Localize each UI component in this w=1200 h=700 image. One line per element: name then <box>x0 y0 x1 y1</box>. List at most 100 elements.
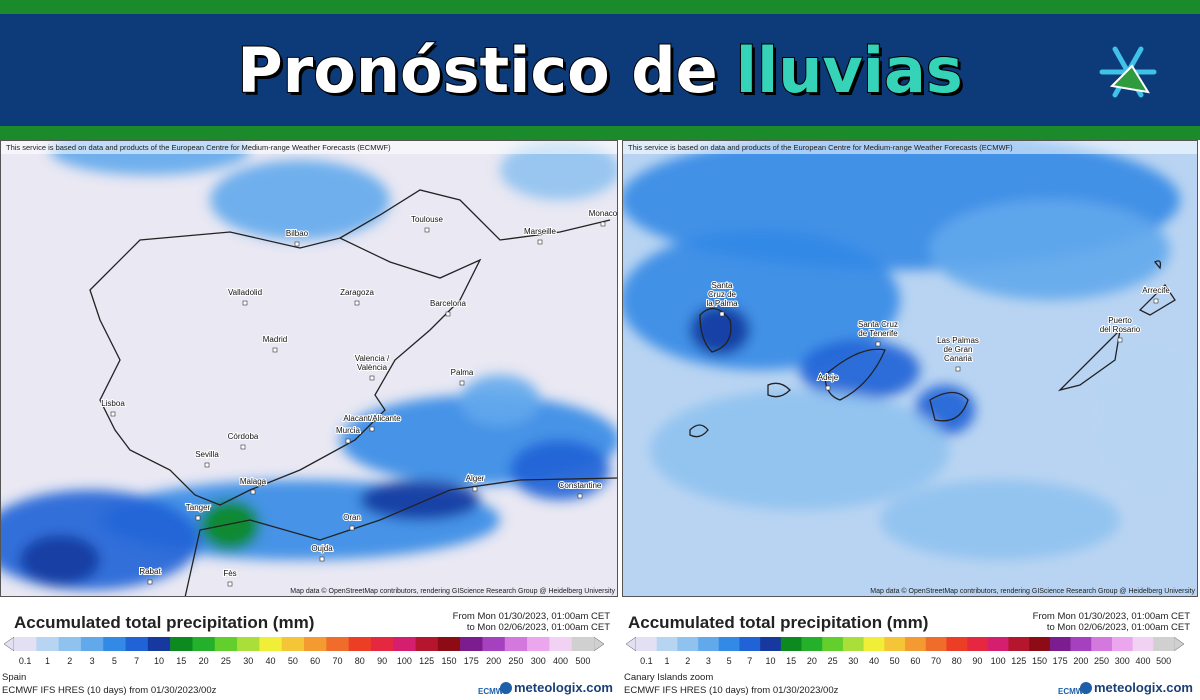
city-label: Alger <box>466 474 485 483</box>
city-label: Sevilla <box>195 450 219 459</box>
scale-label: 60 <box>310 656 320 666</box>
precip-area <box>650 390 950 510</box>
city-label: Adeje <box>818 373 839 382</box>
color-step <box>527 637 550 651</box>
city-dot <box>240 444 246 450</box>
color-step <box>925 637 947 651</box>
city-dot <box>250 489 256 495</box>
precip-area <box>500 140 618 200</box>
region: Canary Islands zoom <box>624 672 713 683</box>
city-dot <box>445 311 451 317</box>
city-dot <box>242 300 248 306</box>
precip-area <box>880 480 1120 560</box>
precip-area <box>510 440 610 500</box>
brand-site: meteologix.com <box>1094 680 1193 695</box>
scale-label: 300 <box>1115 656 1130 666</box>
mid-strip <box>0 126 1200 140</box>
city-label: Tanger <box>186 503 211 512</box>
color-step <box>192 637 216 651</box>
color-step <box>1049 637 1071 651</box>
model-run: ECMWF IFS HRES (10 days) from 01/30/2023… <box>2 685 217 696</box>
top-strip <box>0 0 1200 14</box>
city-label: Marseille <box>524 227 557 236</box>
scale-label: 20 <box>199 656 209 666</box>
scale-label: 3 <box>90 656 95 666</box>
city-label: Puerto <box>1108 316 1132 325</box>
color-step <box>80 637 104 651</box>
city-label: València <box>357 363 388 372</box>
city-dot <box>147 579 153 585</box>
city-label: Barcelona <box>430 299 467 308</box>
city-label: Cruz de <box>708 290 737 299</box>
color-step <box>370 637 394 651</box>
city-label: Santa Cruz <box>858 320 898 329</box>
color-step <box>281 637 305 651</box>
scale-label: 10 <box>765 656 775 666</box>
city-dot <box>472 486 478 492</box>
color-step <box>987 637 1009 651</box>
scale-label: 80 <box>952 656 962 666</box>
color-step <box>1111 637 1133 651</box>
city-label: Palma <box>451 368 474 377</box>
scale-label: 0.1 <box>19 656 32 666</box>
city-label: Bilbao <box>286 229 309 238</box>
color-step <box>460 637 483 651</box>
color-step <box>326 637 349 651</box>
bar-arrow-left <box>625 636 637 652</box>
scale-label: 90 <box>972 656 982 666</box>
map: This service is based on data and produc… <box>0 140 618 597</box>
color-step <box>863 637 885 651</box>
city-label: Malaga <box>240 477 267 486</box>
scale-label: 50 <box>288 656 298 666</box>
city-label: Constantine <box>559 481 602 490</box>
scale-label: 150 <box>441 656 456 666</box>
city-label: Valencia / <box>355 354 390 363</box>
color-step <box>842 637 864 651</box>
color-step <box>1029 637 1051 651</box>
city-label: Valladolid <box>228 288 262 297</box>
color-step <box>125 637 149 651</box>
scale-label: 20 <box>807 656 817 666</box>
city-dot <box>719 311 725 317</box>
scale-label: 40 <box>869 656 879 666</box>
bar-arrow-right <box>593 636 605 652</box>
map: This service is based on data and produc… <box>622 140 1198 597</box>
city-label: Oujda <box>311 544 333 553</box>
color-step <box>1008 637 1030 651</box>
color-step <box>36 637 59 651</box>
city-dot <box>537 239 543 245</box>
scale-label: 2 <box>67 656 72 666</box>
city-label: del Rosario <box>1100 325 1141 334</box>
city-dot <box>195 515 201 521</box>
scale-label: 80 <box>355 656 365 666</box>
color-step <box>946 637 968 651</box>
color-step <box>259 637 282 651</box>
city-dot <box>319 556 325 562</box>
scale-label: 70 <box>931 656 941 666</box>
color-step <box>636 637 657 651</box>
color-step <box>1153 637 1175 651</box>
color-step <box>348 637 372 651</box>
scale-label: 25 <box>828 656 838 666</box>
scale-label: 5 <box>727 656 732 666</box>
color-step <box>437 637 461 651</box>
scale-label: 125 <box>1011 656 1026 666</box>
color-step <box>170 637 193 651</box>
attr-bg <box>622 140 1198 154</box>
city-label: de Tenerife <box>858 329 898 338</box>
color-step <box>884 637 906 651</box>
scale-label: 50 <box>890 656 900 666</box>
precip-area <box>1090 340 1198 500</box>
color-step <box>698 637 720 651</box>
city-dot <box>204 462 210 468</box>
attr-bg <box>0 140 618 154</box>
precip-area <box>800 340 920 400</box>
precip-area <box>460 375 540 425</box>
scale-label: 40 <box>266 656 276 666</box>
scale-label: 100 <box>397 656 412 666</box>
city-label: Arrecife <box>1142 286 1170 295</box>
color-step <box>780 637 802 651</box>
color-step <box>304 637 327 651</box>
